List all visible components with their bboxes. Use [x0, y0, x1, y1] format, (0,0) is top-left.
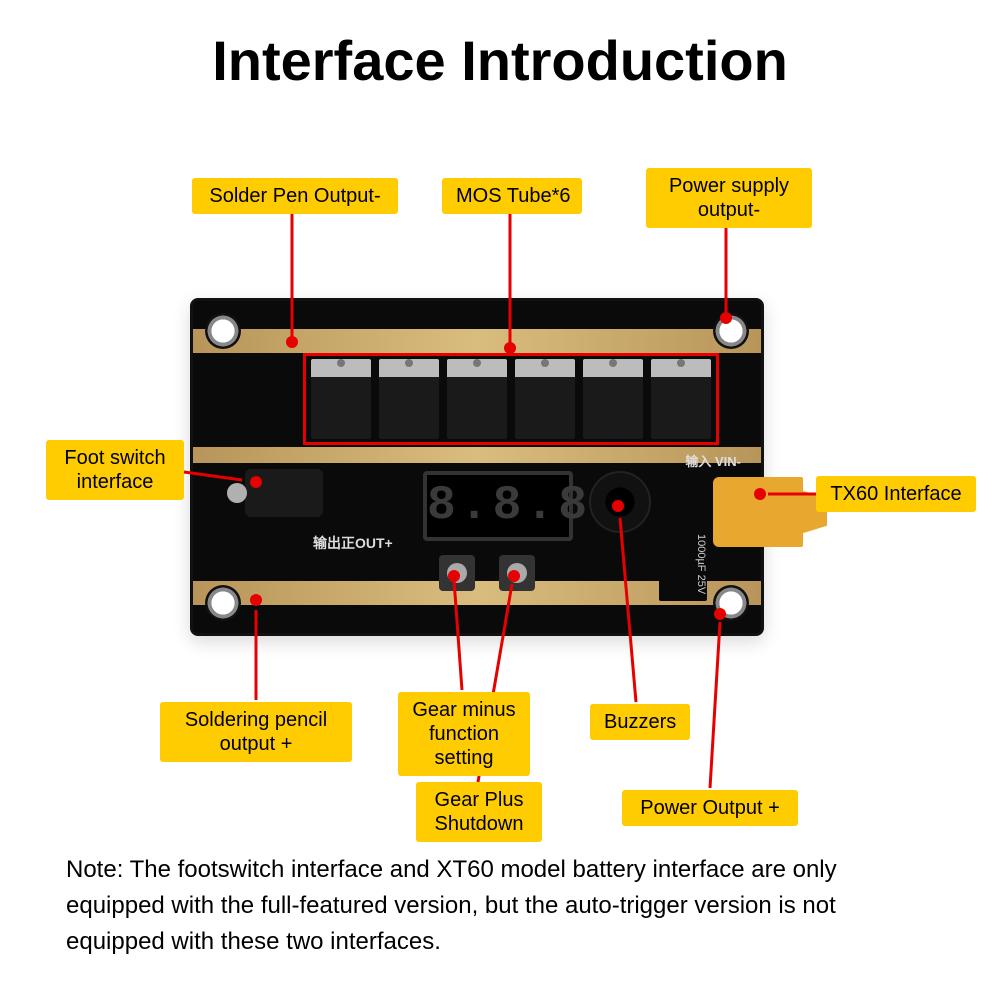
screw-hole	[205, 313, 241, 349]
xt60-connector	[713, 477, 803, 547]
callout-gear-minus: Gear minusfunctionsetting	[398, 692, 530, 776]
in-silk-text: 输入 VIN-	[685, 451, 741, 470]
buzzer	[589, 471, 651, 533]
screw-hole	[713, 313, 749, 349]
button-gear-minus	[439, 555, 475, 591]
callout-foot-switch: Foot switchinterface	[46, 440, 184, 500]
out-silk-text: 输出正OUT+	[313, 533, 393, 553]
callout-tx60: TX60 Interface	[816, 476, 976, 512]
busbar-top	[193, 329, 761, 353]
mos-outline-box	[303, 353, 719, 445]
callout-soldering-pencil-plus: Soldering penciloutput +	[160, 702, 352, 762]
busbar-mid	[193, 447, 761, 463]
seven-seg-display: 8.8.8.	[423, 471, 573, 541]
callout-buzzers: Buzzers	[590, 704, 690, 740]
diagram-stage: 8.8.8. 1000µF 25V 输出正OUT+ 输入 VIN- Solder…	[0, 0, 1000, 1000]
pcb-board: 8.8.8. 1000µF 25V 输出正OUT+ 输入 VIN-	[190, 298, 764, 636]
callout-solder-pen-out-minus: Solder Pen Output-	[192, 178, 398, 214]
screw-hole	[205, 585, 241, 621]
screw-hole	[713, 585, 749, 621]
callout-mos-tube: MOS Tube*6	[442, 178, 582, 214]
button-gear-plus	[499, 555, 535, 591]
foot-switch-jack	[245, 469, 323, 517]
callout-power-out-plus: Power Output +	[622, 790, 798, 826]
callout-gear-plus: Gear PlusShutdown	[416, 782, 542, 842]
footnote: Note: The footswitch interface and XT60 …	[66, 852, 934, 960]
capacitor: 1000µF 25V	[659, 521, 707, 601]
callout-power-supply-out-minus: Power supplyoutput-	[646, 168, 812, 228]
